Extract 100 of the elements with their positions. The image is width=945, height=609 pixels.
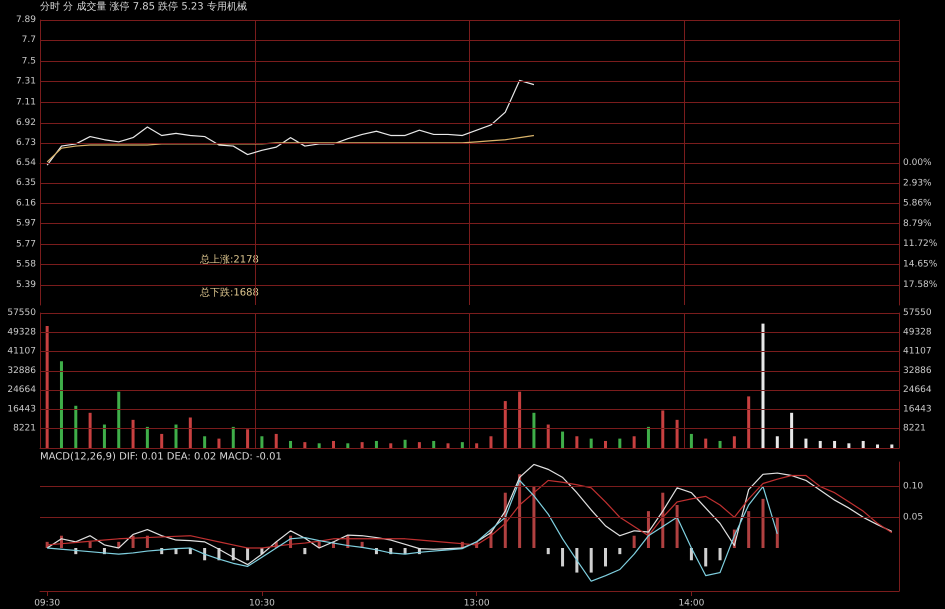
bar	[890, 444, 894, 448]
bar	[833, 440, 836, 448]
bar	[632, 436, 636, 448]
bar	[776, 517, 779, 548]
y2-tick-label: 57550	[903, 308, 932, 318]
y2-tick-label: 8.79%	[903, 218, 932, 229]
bar	[862, 440, 865, 448]
bar	[632, 536, 636, 548]
bar	[676, 420, 679, 448]
bar	[117, 392, 120, 448]
y2-tick-label: 0.05	[903, 512, 924, 522]
bar	[346, 443, 350, 448]
bar	[274, 434, 278, 448]
bar	[747, 511, 750, 548]
bar	[360, 442, 364, 448]
y2-tick-label: 8221	[903, 424, 926, 434]
y-tick-label: 7.89	[16, 15, 36, 25]
bar	[489, 436, 492, 448]
y2-tick-label: 24664	[903, 385, 932, 396]
y2-tick-label: 0.00%	[903, 158, 932, 168]
bar	[604, 548, 608, 566]
bar	[203, 548, 206, 560]
y2-tick-label: 2.93%	[903, 178, 932, 188]
bar	[102, 424, 106, 448]
y-tick-label: 7.7	[22, 35, 36, 46]
bar	[661, 410, 664, 448]
bar	[246, 429, 250, 448]
bar	[404, 440, 407, 448]
bar	[618, 438, 622, 448]
y2-tick-label: 32886	[903, 366, 932, 376]
bar	[232, 426, 235, 448]
y-tick-label: 5.39	[16, 280, 36, 290]
bar	[146, 426, 149, 448]
y2-tick-label: 49328	[903, 327, 932, 338]
y-tick-label: 6.92	[16, 118, 36, 128]
bar	[747, 396, 750, 448]
bar	[546, 548, 550, 554]
bar	[332, 440, 335, 448]
bar	[160, 434, 164, 448]
y2-tick-label: 17.58%	[903, 280, 938, 290]
y2-tick-label: 0.10	[903, 482, 924, 492]
bar	[174, 424, 178, 448]
line-series	[46, 474, 892, 549]
x-tick-label: 09:30	[34, 598, 60, 608]
bar	[804, 438, 808, 448]
line-series	[46, 480, 778, 582]
y-tick-label: 6.16	[16, 198, 36, 208]
bar	[289, 440, 292, 448]
y-tick-label: 5.97	[16, 218, 36, 228]
bar	[418, 442, 421, 448]
bar	[303, 442, 306, 448]
bar	[604, 440, 608, 448]
bar	[876, 444, 880, 448]
y-tick-label: 7.11	[16, 98, 36, 108]
x-tick-label: 13:00	[464, 598, 490, 608]
bar	[460, 442, 464, 448]
bar	[188, 418, 192, 448]
bar	[732, 436, 736, 448]
bar	[303, 548, 306, 554]
bar	[432, 440, 436, 448]
y-tick-label: 41107	[7, 346, 36, 357]
bar	[60, 361, 63, 448]
bar	[690, 434, 693, 448]
bar	[246, 548, 250, 560]
y-tick-label: 6.54	[16, 158, 36, 168]
y2-tick-label: 11.72%	[903, 239, 938, 250]
bar	[203, 436, 206, 448]
bar	[618, 548, 622, 554]
y-tick-label: 16443	[7, 404, 36, 414]
y2-tick-label: 5.86%	[903, 198, 932, 209]
line-series	[46, 80, 535, 166]
bar	[704, 438, 708, 448]
y2-tick-label: 14.65%	[903, 260, 938, 270]
line-series	[46, 134, 535, 163]
bar	[146, 536, 149, 548]
bar	[532, 486, 536, 548]
bar	[475, 443, 478, 448]
bar	[646, 426, 650, 448]
y-tick-label: 57550	[7, 308, 36, 318]
bar	[88, 412, 92, 448]
bar	[546, 424, 550, 448]
y-tick-label: 6.73	[16, 138, 36, 148]
bar	[718, 548, 722, 560]
bar	[389, 443, 392, 448]
annotation: 总下跌:1688	[199, 286, 259, 298]
bar	[318, 443, 321, 448]
y-tick-label: 7.31	[16, 76, 36, 86]
bar	[504, 401, 507, 448]
x-tick-label: 10:30	[248, 598, 276, 608]
bar	[761, 498, 764, 548]
y-tick-label: 7.5	[22, 56, 36, 66]
chart-title: 分时 分 成交量 涨停 7.85 跌停 5.23 专用机械	[40, 0, 247, 12]
y-tick-label: 5.58	[16, 260, 36, 270]
bar	[847, 443, 850, 448]
bar	[518, 392, 522, 448]
bar	[761, 324, 764, 448]
bar	[676, 505, 679, 548]
y-tick-label: 49328	[7, 327, 36, 338]
bar	[575, 548, 578, 573]
y-tick-label: 5.77	[16, 240, 36, 250]
